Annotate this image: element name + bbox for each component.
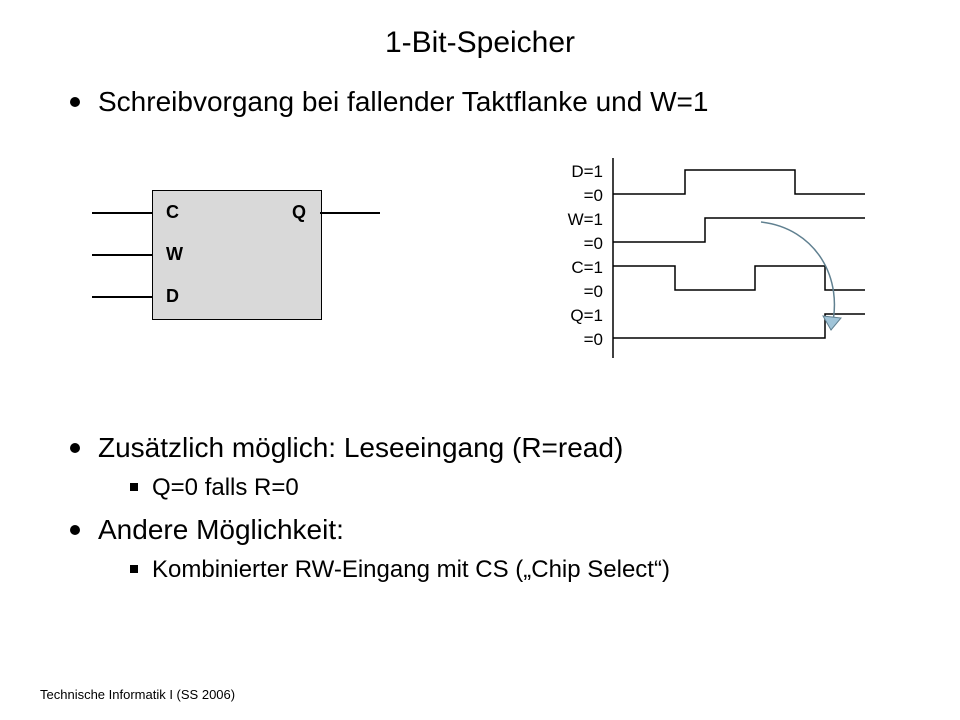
timing-label-q1: Q=1 [555, 306, 603, 326]
pin-line-c [92, 212, 152, 214]
pin-line-w [92, 254, 152, 256]
bullet-other-text: Andere Möglichkeit: [98, 514, 344, 545]
pin-label-d: D [166, 286, 179, 307]
timing-svg [555, 158, 875, 368]
bullet-read-sub-text: Q=0 falls R=0 [152, 474, 299, 501]
timing-diagram: D=1 =0 W=1 =0 C=1 =0 Q=1 =0 [555, 158, 875, 368]
pin-label-c: C [166, 202, 179, 223]
timing-label-q0: =0 [555, 330, 603, 350]
bullet-write-text: Schreibvorgang bei fallender Taktflanke … [98, 86, 708, 117]
bullet-dot-icon [70, 443, 80, 453]
timing-label-c1: C=1 [555, 258, 603, 278]
bullet-read-text: Zusätzlich möglich: Leseeingang (R=read) [98, 432, 623, 463]
bullet-square-icon [130, 483, 138, 491]
bullet-read: Zusätzlich möglich: Leseeingang (R=read) [70, 432, 623, 464]
bullet-read-sub: Q=0 falls R=0 [130, 474, 299, 502]
pin-line-d [92, 296, 152, 298]
timing-label-c0: =0 [555, 282, 603, 302]
bullet-square-icon [130, 565, 138, 573]
bullet-other-sub: Kombinierter RW-Eingang mit CS („Chip Se… [130, 556, 670, 584]
timing-label-w1: W=1 [555, 210, 603, 230]
bullet-other: Andere Möglichkeit: [70, 514, 344, 546]
bullet-dot-icon [70, 97, 80, 107]
circuit-block: C W D Q [92, 190, 392, 330]
pin-label-w: W [166, 244, 183, 265]
bullet-dot-icon [70, 525, 80, 535]
bullet-other-sub-text: Kombinierter RW-Eingang mit CS („Chip Se… [152, 556, 670, 583]
timing-label-w0: =0 [555, 234, 603, 254]
pin-line-q [320, 212, 380, 214]
footer-text: Technische Informatik I (SS 2006) [40, 687, 235, 702]
pin-label-q: Q [292, 202, 306, 223]
timing-label-d0: =0 [555, 186, 603, 206]
bullet-write: Schreibvorgang bei fallender Taktflanke … [70, 86, 900, 118]
page-title: 1-Bit-Speicher [0, 26, 960, 60]
timing-label-d1: D=1 [555, 162, 603, 182]
